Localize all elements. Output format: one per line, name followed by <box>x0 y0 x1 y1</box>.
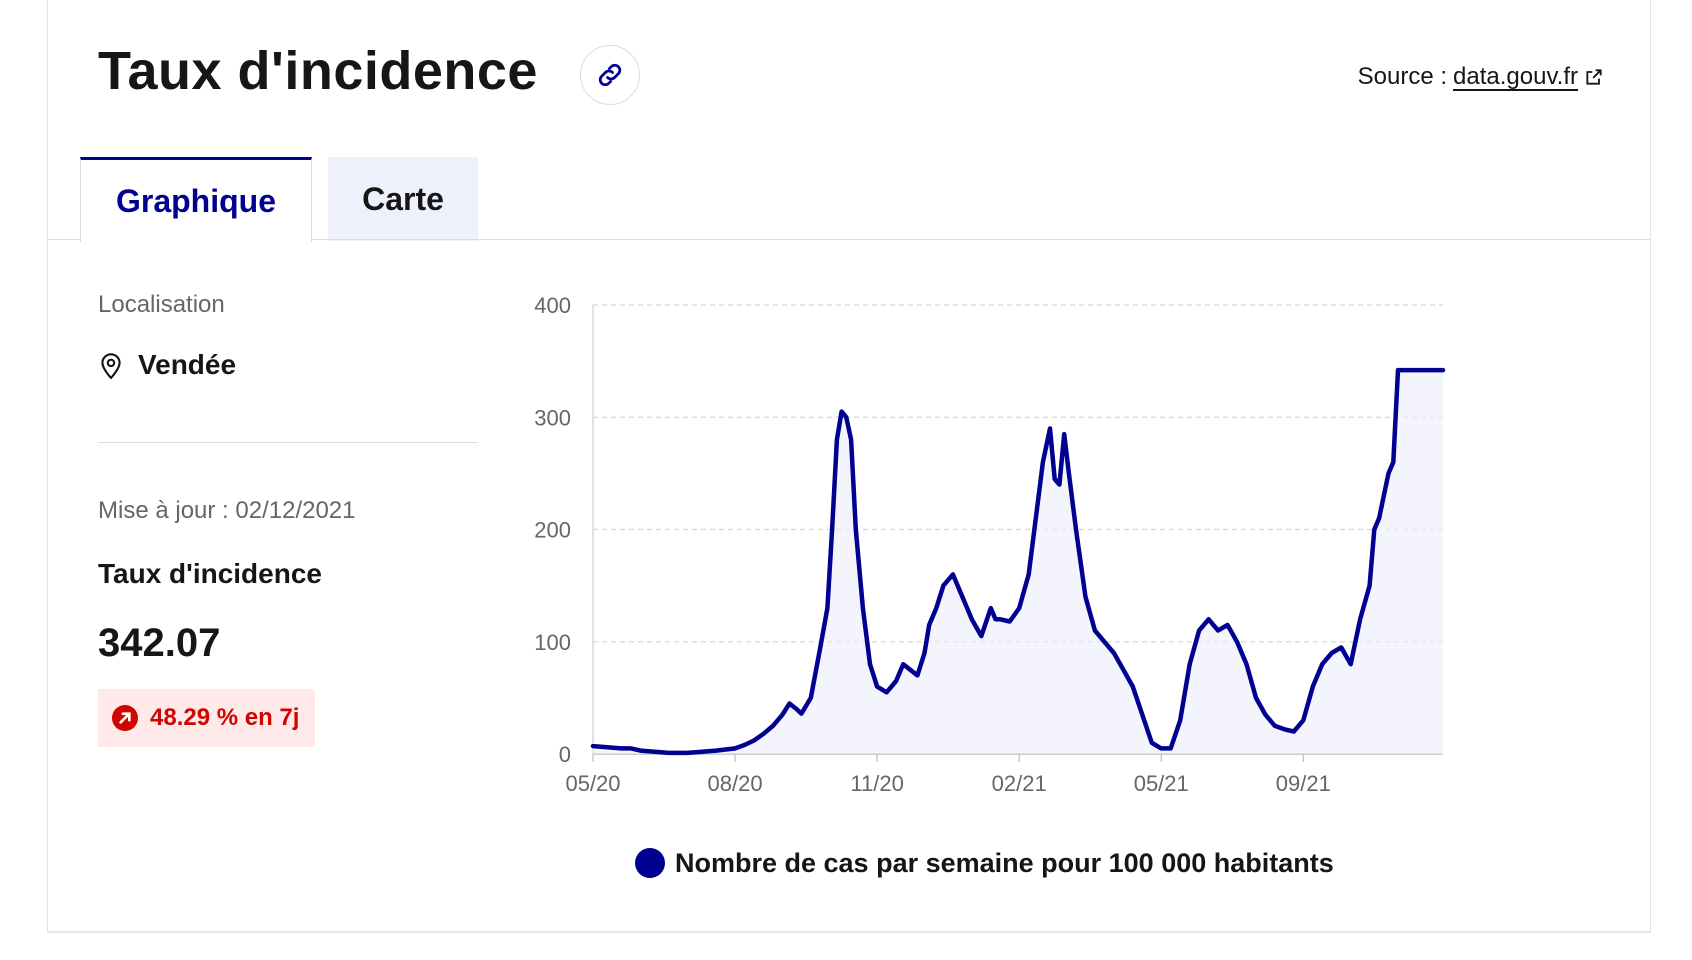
view-tabs: Graphique Carte <box>80 157 478 242</box>
tab-divider <box>48 239 1650 240</box>
arrow-up-right-icon <box>112 705 138 731</box>
y-tick-label: 100 <box>534 630 571 655</box>
incidence-chart: 0 100 200 300 400 05/20 08/20 11/20 02/21 05/21 09… <box>534 293 1446 878</box>
source-info: Source : data.gouv.fr <box>1358 63 1604 91</box>
tab-carte[interactable]: Carte <box>328 157 478 241</box>
y-tick-label: 400 <box>534 293 571 318</box>
metric-label: Taux d'incidence <box>98 558 322 589</box>
tab-graphique[interactable]: Graphique <box>80 157 312 242</box>
metric-value: 342.07 <box>98 621 221 665</box>
map-pin-icon <box>101 353 121 380</box>
location-value-row: Vendée <box>98 349 236 381</box>
update-date: Mise à jour : 02/12/2021 <box>98 497 356 524</box>
y-tick-label: 200 <box>534 518 571 543</box>
change-badge: 48.29 % en 7j <box>98 689 316 747</box>
copy-link-button[interactable] <box>580 45 640 105</box>
panel-divider <box>98 442 478 443</box>
x-tick-label: 09/21 <box>1276 771 1331 796</box>
y-tick-label: 0 <box>559 742 571 767</box>
series-line <box>590 367 1446 756</box>
y-tick-label: 300 <box>534 405 571 430</box>
link-icon <box>598 63 622 87</box>
series-area <box>593 370 1443 754</box>
card-bottom-border <box>48 931 1650 932</box>
incidence-card: Taux d'incidence Source : data.gouv.fr G… <box>47 0 1651 933</box>
location-label: Localisation <box>98 291 225 318</box>
location-value: Vendée <box>138 349 237 380</box>
x-tick-label: 05/21 <box>1134 771 1189 796</box>
external-link-icon <box>1586 69 1602 85</box>
x-tick-label: 08/20 <box>708 771 763 796</box>
x-tick-label: 02/21 <box>992 771 1047 796</box>
legend-marker <box>635 848 665 878</box>
x-tick-label: 11/20 <box>850 771 903 796</box>
legend-label: Nombre de cas par semaine pour 100 000 h… <box>675 848 1334 878</box>
source-label: Source : <box>1357 63 1448 90</box>
source-link[interactable]: data.gouv.fr <box>1453 63 1578 90</box>
x-tick-label: 05/20 <box>565 771 620 796</box>
change-text: 48.29 % en 7j <box>150 704 300 731</box>
page-title: Taux d'incidence <box>98 41 538 101</box>
